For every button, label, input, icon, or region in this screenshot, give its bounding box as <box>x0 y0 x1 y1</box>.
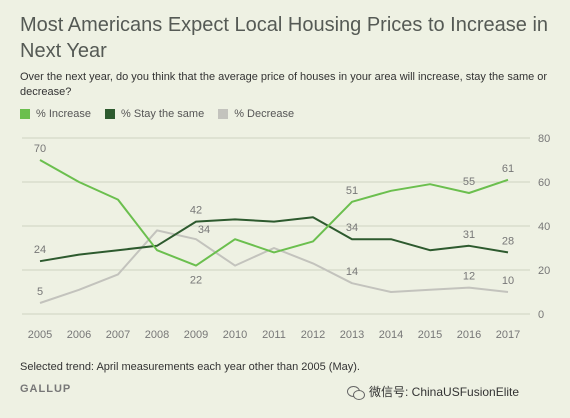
data-label-decrease-2009: 34 <box>198 224 210 236</box>
x-tick-label-2010: 2010 <box>223 329 247 341</box>
legend-item-increase: % Increase <box>20 108 91 120</box>
legend-item-stay: % Stay the same <box>105 108 204 120</box>
x-tick-label-2017: 2017 <box>496 329 520 341</box>
data-label-decrease-2013: 14 <box>346 266 358 278</box>
x-tick-label-2006: 2006 <box>67 329 91 341</box>
data-label-increase-2009: 22 <box>190 275 202 287</box>
watermark-text: 微信号: ChinaUSFusionElite <box>369 385 520 399</box>
legend: % Increase % Stay the same % Decrease <box>20 108 294 120</box>
data-label-increase-2013: 51 <box>346 185 358 197</box>
legend-swatch-decrease <box>218 109 229 119</box>
x-tick-label-2005: 2005 <box>28 329 52 341</box>
legend-item-decrease: % Decrease <box>218 108 294 120</box>
legend-label-stay: % Stay the same <box>121 108 205 120</box>
y-tick-label-80: 80 <box>538 133 550 145</box>
x-tick-label-2013: 2013 <box>340 329 364 341</box>
x-tick-label-2007: 2007 <box>106 329 130 341</box>
y-tick-label-0: 0 <box>538 309 544 321</box>
data-label-decrease-2005: 5 <box>37 286 43 298</box>
data-label-decrease-2017: 10 <box>502 275 514 287</box>
x-tick-label-2008: 2008 <box>145 329 169 341</box>
x-tick-label-2009: 2009 <box>184 329 208 341</box>
data-label-increase-2005: 70 <box>34 143 46 155</box>
data-label-stay-2005: 24 <box>34 244 46 256</box>
watermark: 微信号: ChinaUSFusionElite <box>347 383 519 400</box>
data-label-stay-2017: 28 <box>502 235 514 247</box>
x-tick-label-2014: 2014 <box>379 329 403 341</box>
series-line-decrease <box>39 229 509 304</box>
legend-swatch-stay <box>105 109 116 119</box>
series-line-stay <box>39 216 509 263</box>
data-label-stay-2016: 31 <box>463 229 475 241</box>
legend-label-decrease: % Decrease <box>234 108 295 120</box>
data-label-decrease-2016: 12 <box>463 271 475 283</box>
x-tick-label-2011: 2011 <box>262 329 286 341</box>
data-label-increase-2017: 61 <box>502 163 514 175</box>
footnote: Selected trend: April measurements each … <box>20 361 360 373</box>
x-tick-label-2012: 2012 <box>301 329 325 341</box>
y-tick-label-60: 60 <box>538 177 550 189</box>
x-tick-label-2015: 2015 <box>418 329 442 341</box>
legend-label-increase: % Increase <box>36 108 92 120</box>
data-label-stay-2013: 34 <box>346 222 358 234</box>
y-tick-label-40: 40 <box>538 221 550 233</box>
source-label: GALLUP <box>20 383 72 395</box>
y-tick-label-20: 20 <box>538 265 550 277</box>
data-label-increase-2016: 55 <box>463 176 475 188</box>
wechat-icon <box>347 385 365 400</box>
x-tick-label-2016: 2016 <box>457 329 481 341</box>
chart-subtitle: Over the next year, do you think that th… <box>20 71 548 98</box>
data-label-stay-2009: 42 <box>190 205 202 217</box>
legend-swatch-increase <box>20 109 30 119</box>
chart-title: Most Americans Expect Local Housing Pric… <box>20 14 549 62</box>
series-line-increase <box>39 159 509 267</box>
